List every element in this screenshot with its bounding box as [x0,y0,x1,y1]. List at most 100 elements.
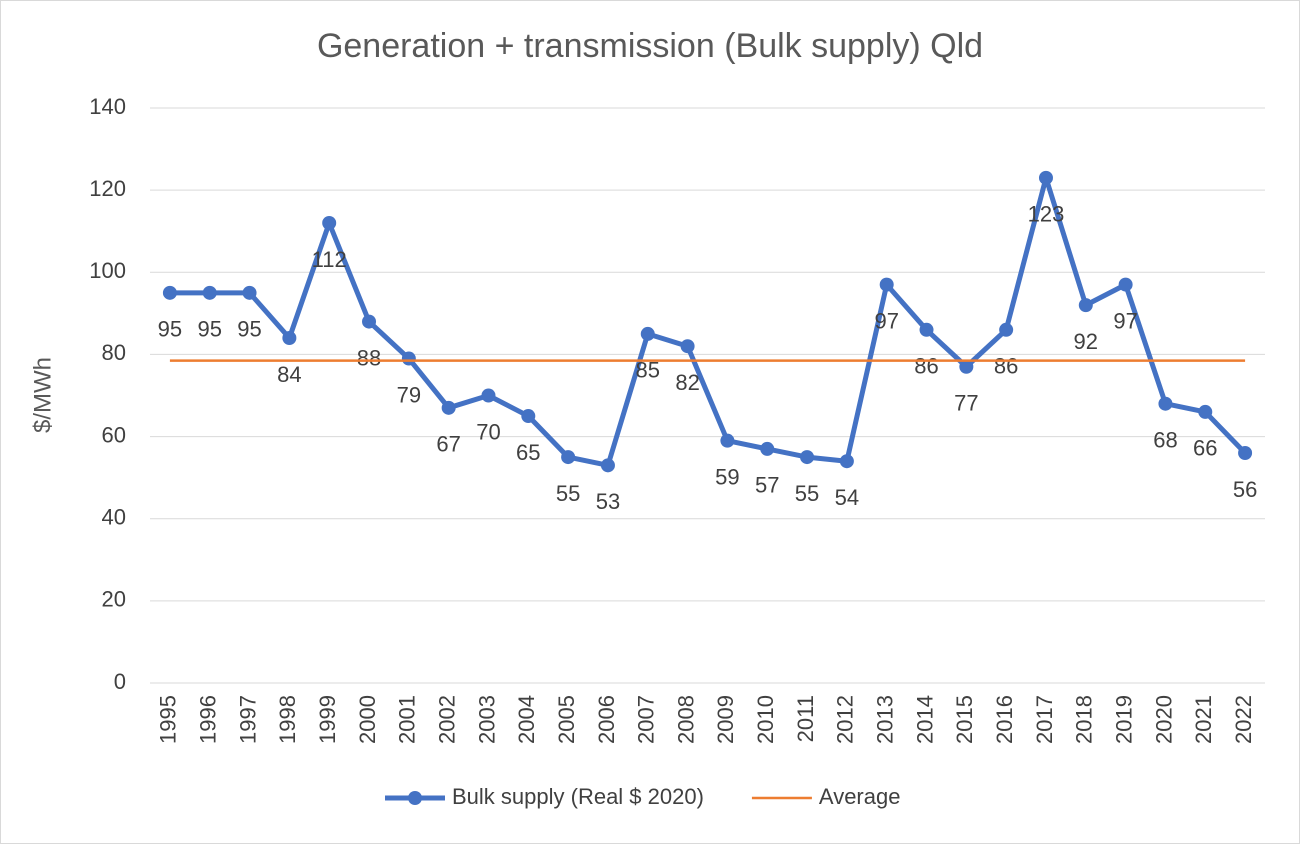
x-tick-label: 2006 [594,695,619,744]
y-tick-label: 0 [114,669,126,694]
x-tick-label: 1995 [156,695,181,744]
data-label: 65 [516,440,540,465]
point-marker [441,400,456,415]
y-tick-label: 100 [89,258,126,283]
x-tick-label: 2001 [395,695,420,744]
data-label: 95 [237,317,261,342]
point-marker [720,433,735,448]
legend-label: Average [819,784,901,809]
point-marker [1078,298,1093,313]
x-tick-label: 1998 [275,695,300,744]
legend-marker [408,791,422,805]
data-label: 85 [636,358,660,383]
point-marker [1198,404,1213,419]
data-label: 70 [476,419,500,444]
point-marker [600,458,615,473]
data-label: 53 [596,489,620,514]
point-marker [282,331,297,345]
data-label: 84 [277,362,301,387]
data-label: 123 [1028,202,1065,227]
point-marker [561,450,576,465]
point-marker [839,454,854,469]
data-label: 57 [755,473,779,498]
x-tick-label: 2005 [554,695,579,744]
data-label: 88 [357,345,381,370]
data-label: 95 [197,317,221,342]
data-label: 112 [312,247,347,272]
series-line [169,175,1247,468]
point-marker [1038,170,1053,185]
point-marker [521,409,536,424]
data-label: 97 [874,308,898,333]
legend-label: Bulk supply (Real $ 2020) [452,784,704,809]
x-tick-label: 2009 [713,695,738,744]
x-tick-label: 2018 [1072,695,1097,744]
data-label: 56 [1233,477,1257,502]
x-tick-label: 1996 [196,695,221,744]
y-tick-label: 20 [102,587,126,612]
data-label: 55 [795,481,819,506]
x-tick-label: 2021 [1191,695,1216,744]
data-label: 95 [158,317,182,342]
x-tick-label: 2020 [1151,695,1176,744]
x-tick-label: 2002 [434,695,459,744]
data-label: 59 [715,464,739,489]
x-tick-label: 2019 [1111,695,1136,744]
data-label: 82 [675,370,699,395]
y-tick-label: 120 [89,176,126,201]
x-tick-label: 2015 [952,695,977,744]
data-label: 86 [914,354,938,379]
y-axis-label: $/MWh [29,357,56,433]
y-tick-label: 40 [102,505,126,530]
x-tick-label: 2017 [1032,695,1057,744]
point-marker [162,285,177,300]
chart-title: Generation + transmission (Bulk supply) … [317,27,983,65]
x-tick-label: 2010 [753,695,778,744]
data-label: 79 [397,382,421,407]
point-marker [959,359,974,374]
data-label: 67 [436,432,460,457]
data-label: 77 [954,391,978,416]
y-tick-label: 80 [102,340,126,365]
point-marker [242,285,257,300]
point-marker [322,216,337,230]
x-tick-label: 1997 [235,695,260,744]
y-tick-label: 60 [102,422,126,447]
x-tick-label: 2013 [873,695,898,744]
x-tick-label: 2022 [1231,695,1256,744]
point-marker [640,326,655,341]
data-label: 92 [1074,329,1098,354]
data-label: 66 [1193,436,1217,461]
x-tick-label: 2012 [833,695,858,744]
point-marker [760,441,775,456]
x-tick-label: 1999 [315,695,340,744]
point-marker [1118,277,1133,292]
point-marker [999,322,1014,337]
data-label: 97 [1113,308,1137,333]
point-marker [680,339,695,354]
point-marker [401,351,416,366]
point-marker [202,285,217,300]
point-marker [1238,446,1253,460]
x-tick-label: 2000 [355,695,380,744]
point-marker [800,450,815,465]
data-label: 55 [556,481,580,506]
x-tick-label: 2004 [514,695,539,744]
point-marker [362,314,377,329]
x-tick-label: 2003 [474,695,499,744]
data-label: 54 [835,485,859,510]
x-tick-label: 2007 [634,695,659,744]
data-label: 86 [994,354,1018,379]
point-marker [481,388,496,403]
x-tick-label: 2008 [673,695,698,744]
x-tick-label: 2014 [912,695,937,744]
point-marker [879,277,894,292]
point-marker [1158,396,1173,411]
point-marker [919,322,934,337]
y-tick-label: 140 [89,94,126,119]
x-tick-label: 2016 [992,695,1017,744]
x-tick-label: 2011 [793,695,818,742]
